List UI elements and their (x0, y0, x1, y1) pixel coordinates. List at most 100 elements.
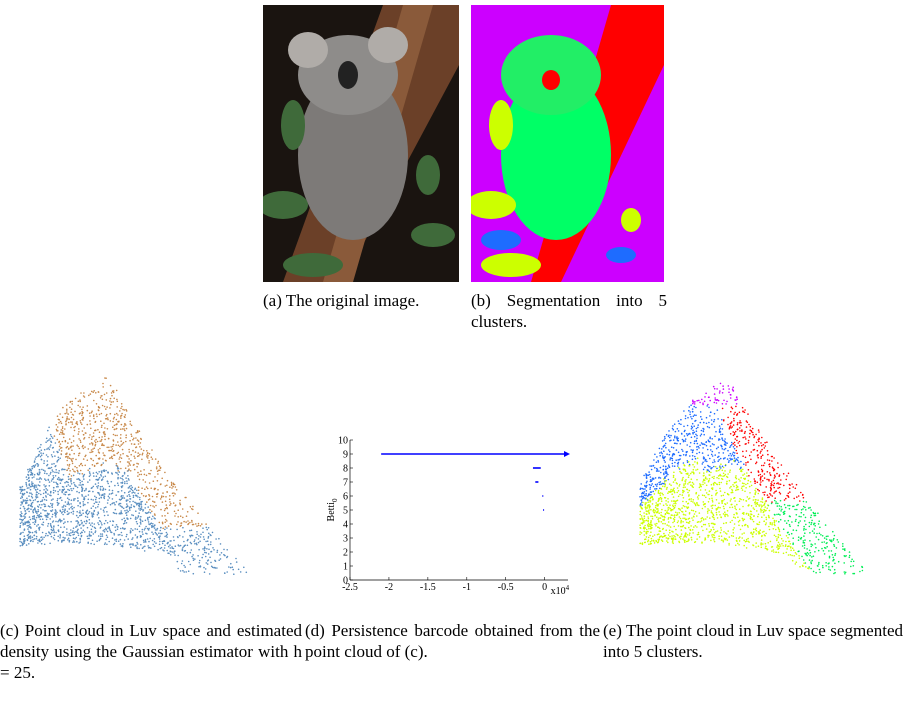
point (837, 541, 840, 543)
point (47, 522, 50, 525)
point (81, 412, 84, 415)
point (649, 525, 651, 528)
point (642, 492, 645, 495)
point (29, 526, 32, 529)
point (648, 493, 651, 495)
point (239, 571, 242, 573)
point (703, 479, 706, 482)
point (771, 481, 773, 483)
point (103, 514, 106, 517)
point (67, 448, 70, 450)
point (26, 502, 28, 504)
point (207, 543, 210, 546)
point (45, 437, 48, 440)
point (87, 481, 89, 483)
point (130, 443, 133, 445)
point (741, 482, 744, 484)
point (667, 521, 670, 523)
point (718, 502, 720, 504)
point (203, 571, 206, 573)
point (129, 470, 132, 472)
point (764, 506, 766, 508)
point (96, 440, 99, 443)
point (729, 393, 732, 396)
point (66, 464, 69, 466)
point (70, 416, 73, 419)
point (65, 423, 67, 426)
point (166, 506, 168, 509)
point (144, 519, 147, 522)
point (151, 449, 153, 451)
point (800, 509, 803, 511)
point (44, 491, 47, 494)
point (97, 405, 100, 408)
point (79, 479, 81, 482)
point (103, 522, 106, 525)
point (641, 504, 643, 506)
point (78, 542, 80, 544)
y-tick-label: 7 (343, 478, 348, 489)
point (36, 525, 38, 527)
point (698, 451, 701, 454)
point (141, 547, 144, 549)
point (77, 521, 79, 523)
point (676, 491, 678, 494)
point (99, 447, 101, 450)
point (825, 535, 828, 538)
point (61, 433, 63, 435)
point (183, 545, 185, 548)
point (198, 559, 201, 562)
point (40, 507, 42, 509)
point (701, 507, 704, 510)
point (667, 541, 669, 544)
point (674, 504, 676, 507)
point (25, 476, 28, 478)
point (727, 385, 730, 387)
point (705, 459, 707, 461)
point (88, 535, 90, 537)
point (723, 498, 726, 501)
point (677, 461, 680, 464)
point (721, 448, 724, 450)
point (134, 487, 137, 490)
point (707, 501, 710, 503)
point (76, 469, 79, 472)
point (702, 501, 705, 503)
point (643, 494, 646, 496)
point (191, 519, 193, 522)
point (73, 429, 76, 432)
point (68, 463, 71, 466)
point (72, 445, 74, 447)
point (763, 502, 766, 505)
point (197, 555, 199, 557)
point (121, 428, 124, 430)
point (105, 460, 107, 462)
point (139, 442, 142, 444)
point (775, 551, 777, 553)
point (123, 473, 126, 475)
point (659, 496, 662, 499)
point (794, 563, 797, 565)
point (121, 505, 123, 508)
point (647, 522, 650, 525)
point (704, 396, 706, 398)
point (810, 567, 812, 570)
point (190, 529, 193, 532)
point (195, 523, 197, 525)
point (58, 433, 61, 435)
point (696, 478, 698, 481)
point (48, 513, 50, 515)
point (92, 533, 95, 535)
point (129, 464, 131, 466)
point (696, 448, 698, 451)
point (760, 444, 763, 447)
point (189, 563, 192, 566)
point (833, 572, 835, 575)
point (769, 521, 772, 524)
point (82, 406, 84, 408)
point (834, 571, 836, 574)
point (734, 460, 736, 463)
point (651, 483, 653, 485)
point (29, 535, 32, 537)
point (640, 507, 643, 509)
